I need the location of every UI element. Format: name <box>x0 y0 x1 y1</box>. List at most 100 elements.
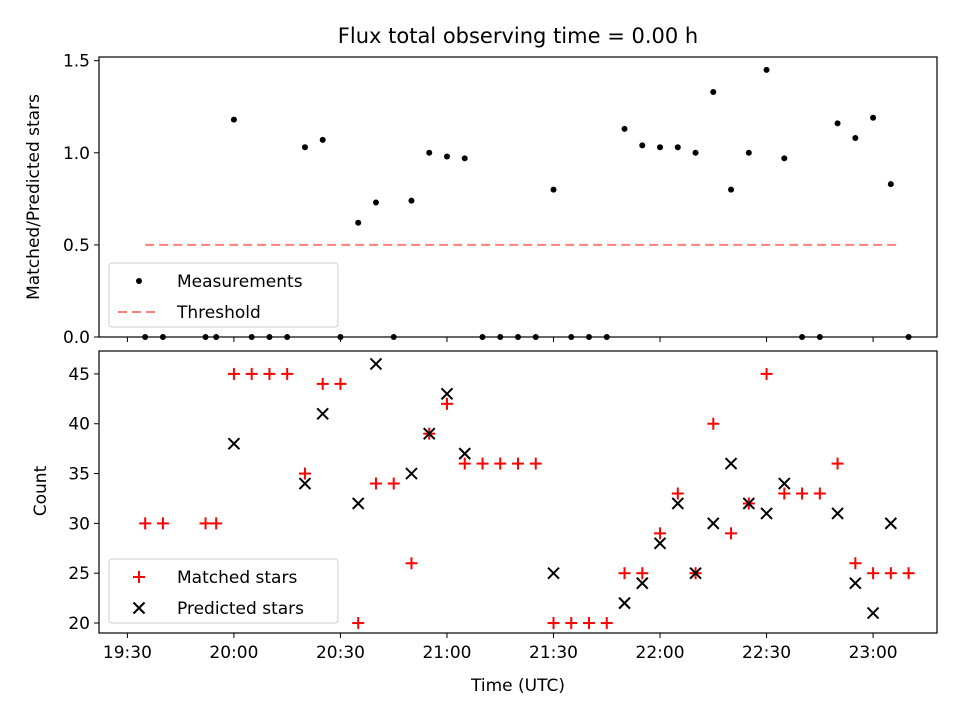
bottom-panel: 20 25 30 35 40 45 19:30 20:00 20:30 21:00 21:30 22:… <box>68 350 938 663</box>
matched-stars-point <box>387 477 400 490</box>
predicted-x-b <box>227 437 241 450</box>
bottom-y-tick-label: 40 <box>68 415 90 435</box>
predicted-x-b <box>653 537 667 550</box>
measurement-point <box>674 144 681 151</box>
predicted-stars-point <box>742 497 756 510</box>
bottom-y-tick-label: 25 <box>68 564 90 584</box>
measurement-point <box>728 186 735 193</box>
predicted-stars-point <box>352 497 365 510</box>
matched-stars-point <box>529 457 542 470</box>
measurement-point <box>710 89 717 95</box>
matched-stars-point <box>210 517 223 530</box>
predicted-stars-point <box>778 477 791 490</box>
matched-stars-point <box>902 567 915 580</box>
predicted-x-b <box>316 407 329 420</box>
matched-stars-point <box>352 617 365 630</box>
predicted-x-b <box>369 357 383 371</box>
predicted-x-b <box>831 507 844 520</box>
matched-stars-point <box>778 487 791 500</box>
predicted-stars-point <box>831 507 844 520</box>
measurement-point <box>301 144 308 151</box>
predicted-x-b <box>742 497 756 510</box>
chart-title: Flux total observing time = 0.00 h <box>338 24 698 48</box>
predicted-x-b <box>760 507 773 520</box>
matched-stars-point <box>458 457 471 470</box>
predicted-stars-point <box>405 467 418 480</box>
predicted-x-b <box>884 517 898 530</box>
top-y-axis-label: Matched/Predicted stars <box>24 94 44 300</box>
top-panel: 0.0 0.5 1.0 1.5 Measurements Threshold <box>63 52 938 348</box>
measurement-point <box>550 186 557 193</box>
matched-stars-point <box>867 567 880 580</box>
matched-stars-point <box>316 377 329 390</box>
matched-stars-point <box>583 617 596 630</box>
bottom-x-tick-label: 23:00 <box>849 643 898 663</box>
measurement-point <box>781 155 788 162</box>
predicted-stars-point <box>440 387 454 401</box>
predicted-x-b <box>458 447 471 460</box>
bottom-y-tick-label: 30 <box>68 514 90 534</box>
bottom-legend: Matched stars Predicted stars <box>108 558 339 624</box>
matched-stars-point <box>654 527 667 540</box>
bottom-y-tick-label: 20 <box>68 614 90 634</box>
predicted-stars-point <box>849 576 862 590</box>
predicted-stars-point <box>707 517 720 530</box>
top-legend: Measurements Threshold <box>108 262 339 328</box>
legend-label: Matched stars <box>177 568 297 588</box>
measurement-point <box>639 142 646 149</box>
predicted-stars-point <box>636 576 649 590</box>
predicted-stars-point <box>866 606 880 620</box>
matched-stars-point <box>199 517 212 530</box>
predicted-x-b <box>707 517 720 530</box>
matched-stars-point <box>849 557 862 570</box>
matched-stars-point <box>369 477 382 490</box>
measurement-point <box>887 181 894 188</box>
measurement-point <box>834 120 841 127</box>
measurement-point <box>426 149 433 156</box>
top-y-tick-label: 0.5 <box>63 236 90 256</box>
matched-stars-point <box>884 567 897 580</box>
bottom-y-axis-label: Count <box>31 465 51 516</box>
bottom-y-tick-label: 45 <box>68 365 90 385</box>
matched-stars-point <box>334 377 347 390</box>
top-y-tick-label: 0.0 <box>63 328 90 348</box>
matched-stars-point <box>618 567 631 580</box>
bottom-y-tick-label: 35 <box>68 465 90 485</box>
predicted-stars-point <box>653 537 667 550</box>
top-y-tick-label: 1.0 <box>63 144 90 164</box>
matched-stars-point <box>636 567 649 580</box>
top-legend-box <box>108 262 339 328</box>
bottom-x-tick-label: 19:30 <box>103 643 152 663</box>
predicted-x-b <box>778 477 791 490</box>
legend-label: Predicted stars <box>177 599 304 619</box>
matched-stars-point <box>600 617 613 630</box>
measurement-point <box>372 199 379 206</box>
matched-stars-point <box>760 367 773 380</box>
measurement-point <box>657 144 664 151</box>
legend-predicted-marker-b <box>132 601 146 615</box>
predicted-stars-point <box>724 457 738 470</box>
bottom-legend-box <box>108 558 339 624</box>
bottom-x-tick-label: 22:00 <box>636 643 685 663</box>
measurement-point <box>355 219 362 226</box>
matched-stars-point <box>156 517 169 530</box>
measurement-point <box>319 136 326 143</box>
predicted-stars-point <box>369 357 383 371</box>
top-y-tick-label: 1.5 <box>63 52 90 72</box>
measurement-point <box>745 149 752 156</box>
matched-stars-point <box>263 367 276 380</box>
bottom-x-tick-label: 20:00 <box>209 643 258 663</box>
matched-stars-point <box>476 457 489 470</box>
measurement-point <box>852 135 859 142</box>
predicted-x-b <box>352 497 365 510</box>
measurement-point <box>461 155 468 162</box>
matched-stars-point <box>298 467 311 480</box>
predicted-x-b <box>423 427 436 440</box>
matched-stars-point <box>671 487 684 500</box>
measurement-point <box>408 197 415 204</box>
predicted-stars-point <box>316 407 329 420</box>
matched-stars-point <box>281 367 294 380</box>
predicted-stars-point <box>671 497 684 510</box>
predicted-stars-point <box>689 567 702 580</box>
legend-label: Threshold <box>176 303 261 323</box>
